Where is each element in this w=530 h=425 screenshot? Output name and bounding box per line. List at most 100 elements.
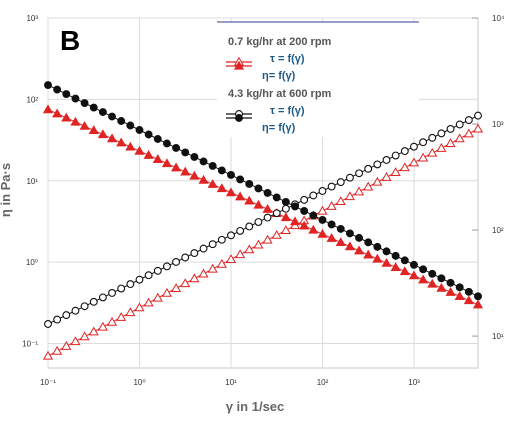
data-point [88, 125, 99, 134]
data-point [427, 147, 438, 157]
data-point [381, 257, 392, 267]
data-point [117, 117, 126, 125]
x-axis-title: γ in 1/sec [226, 399, 285, 414]
data-point [344, 191, 355, 201]
data-point [254, 184, 263, 193]
data-point [437, 129, 446, 138]
data-point [97, 129, 108, 139]
data-point [410, 142, 418, 151]
data-point [144, 271, 153, 280]
data-point [44, 320, 52, 328]
y-left-tick-labels: 10³ 10² 10¹ 10⁰ 10⁻¹ [22, 14, 38, 349]
data-point [372, 253, 383, 263]
data-point [309, 191, 318, 200]
data-point [472, 123, 484, 133]
data-point [125, 307, 136, 317]
data-point [474, 111, 482, 120]
data-point [189, 170, 200, 180]
data-point [280, 225, 291, 234]
data-point [126, 121, 135, 130]
x-tick-label: 10¹ [225, 378, 237, 387]
data-point [446, 278, 455, 287]
y-left-tick-label: 10⁻¹ [22, 340, 38, 349]
data-point [262, 234, 273, 244]
data-point [419, 138, 428, 147]
data-point [262, 203, 273, 213]
x-tick-label: 10⁰ [133, 378, 145, 387]
data-point [116, 312, 127, 321]
data-point [216, 183, 227, 193]
data-point [345, 173, 354, 182]
data-point [263, 188, 272, 197]
data-point [454, 291, 465, 301]
y-right-tick-labels: 10⁴ 10³ 10² 10¹ [492, 14, 505, 341]
legend-markers [226, 56, 252, 122]
data-point [427, 278, 438, 288]
data-point [152, 154, 163, 164]
data-point [281, 197, 290, 206]
data-point [326, 200, 337, 210]
data-point [372, 176, 383, 186]
x-tick-label: 10⁻¹ [40, 378, 56, 387]
legend: 0.7 kg/hr at 200 rpm τ = f(γ) η= f(γ) 4.… [217, 21, 419, 137]
y-left-tick-label: 10² [26, 95, 38, 104]
data-point [199, 157, 208, 166]
data-point [217, 235, 226, 244]
data-point [364, 238, 373, 247]
data-point [98, 108, 107, 116]
data-point [446, 124, 455, 133]
data-point [391, 151, 400, 160]
data-point [71, 306, 80, 315]
data-point [280, 212, 291, 222]
data-point [217, 166, 226, 175]
y-axis-title: η in Pa·s [0, 163, 13, 217]
data-point [70, 336, 81, 346]
data-point [410, 260, 418, 269]
data-point [106, 133, 118, 143]
x-tick-labels: 10⁻¹ 10⁰ 10¹ 10² 10³ [40, 378, 420, 387]
data-point [472, 299, 484, 309]
data-point [53, 85, 62, 94]
series-3 [44, 111, 482, 328]
data-point [88, 326, 99, 336]
data-point [52, 345, 63, 355]
data-point [80, 302, 89, 311]
data-point [463, 295, 474, 305]
data-point [62, 311, 71, 320]
panel-label: B [60, 25, 80, 56]
y-right-tick-label: 10⁴ [492, 14, 505, 23]
data-point [382, 247, 391, 256]
data-point [216, 258, 227, 268]
data-point [327, 220, 336, 229]
data-point [408, 157, 420, 167]
y-left-tick-label: 10³ [26, 14, 38, 23]
data-point [308, 224, 319, 234]
data-point [227, 171, 235, 179]
data-point [79, 331, 90, 341]
y-right-tick-label: 10¹ [492, 332, 504, 341]
data-point [454, 133, 465, 143]
y-left-tick-label: 10¹ [26, 177, 38, 186]
data-point [289, 216, 301, 226]
data-point [309, 211, 318, 220]
legend-marker [235, 114, 243, 122]
data-point [62, 90, 71, 98]
data-point [42, 104, 54, 114]
x-tick-label: 10² [317, 378, 329, 387]
data-point [253, 199, 264, 209]
series-2 [42, 104, 484, 309]
data-point [463, 128, 474, 138]
legend-group-2-title: 4.3 kg/hr at 600 rpm [228, 88, 332, 100]
data-point [445, 287, 456, 296]
data-point [207, 263, 218, 273]
data-point [263, 213, 272, 222]
data-point [162, 139, 171, 148]
data-point [364, 164, 373, 173]
data-point [400, 147, 409, 156]
data-point [61, 112, 72, 122]
data-point [190, 249, 199, 258]
data-point [61, 341, 72, 350]
data-point [208, 162, 217, 170]
data-point [281, 204, 290, 213]
